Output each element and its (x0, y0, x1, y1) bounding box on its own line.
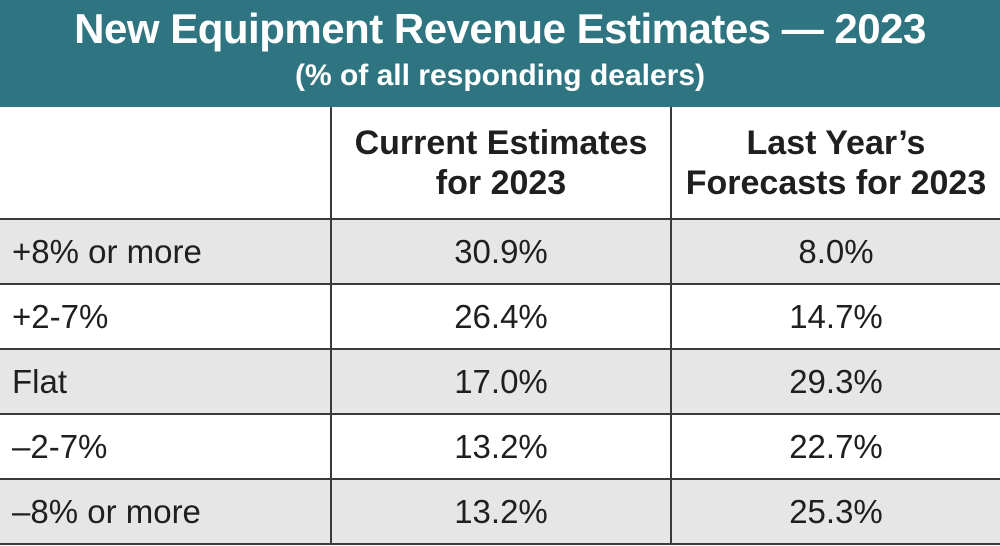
row-label: –8% or more (0, 478, 332, 545)
title-banner: New Equipment Revenue Estimates — 2023 (… (0, 0, 1000, 107)
current-estimate-cell: 26.4% (330, 283, 672, 350)
header-last-year-forecasts: Last Year’s Forecasts for 2023 (670, 107, 1000, 220)
row-label: +8% or more (0, 218, 332, 285)
row-label: –2-7% (0, 413, 332, 480)
header-row: Current Estimates for 2023 Last Year’s F… (0, 107, 1000, 220)
table-row: +2-7% 26.4% 14.7% (0, 283, 1000, 350)
header-empty-cell (0, 107, 332, 220)
revenue-estimates-table: Current Estimates for 2023 Last Year’s F… (0, 107, 1000, 545)
current-estimate-cell: 13.2% (330, 478, 672, 545)
header-last-year-line-1: Last Year’s (746, 123, 926, 162)
table-row: +8% or more 30.9% 8.0% (0, 218, 1000, 285)
last-year-forecast-cell: 25.3% (670, 478, 1000, 545)
row-label: Flat (0, 348, 332, 415)
header-last-year-line-2: Forecasts for 2023 (685, 163, 987, 202)
last-year-forecast-cell: 22.7% (670, 413, 1000, 480)
last-year-forecast-cell: 29.3% (670, 348, 1000, 415)
table-row: –8% or more 13.2% 25.3% (0, 478, 1000, 545)
table-subtitle: (% of all responding dealers) (294, 59, 706, 92)
last-year-forecast-cell: 8.0% (670, 218, 1000, 285)
header-current-line-2: for 2023 (435, 163, 567, 202)
current-estimate-cell: 30.9% (330, 218, 672, 285)
header-current-estimates: Current Estimates for 2023 (330, 107, 672, 220)
row-label: +2-7% (0, 283, 332, 350)
table-row: –2-7% 13.2% 22.7% (0, 413, 1000, 480)
table-title: New Equipment Revenue Estimates — 2023 (74, 5, 926, 52)
current-estimate-cell: 17.0% (330, 348, 672, 415)
table-row: Flat 17.0% 29.3% (0, 348, 1000, 415)
last-year-forecast-cell: 14.7% (670, 283, 1000, 350)
header-current-line-1: Current Estimates (354, 123, 648, 162)
current-estimate-cell: 13.2% (330, 413, 672, 480)
